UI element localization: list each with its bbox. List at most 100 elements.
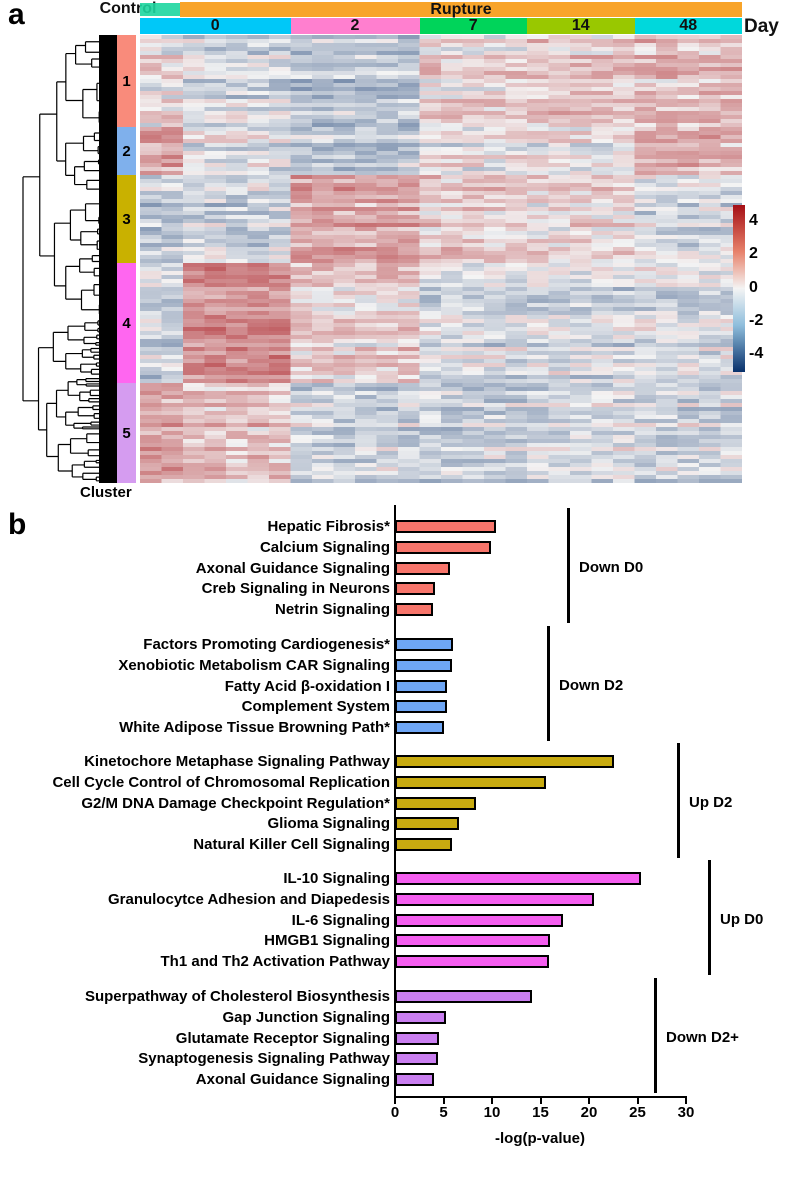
heatmap-cell bbox=[355, 203, 377, 208]
heatmap-cell bbox=[720, 175, 742, 180]
heatmap-cell bbox=[570, 411, 592, 416]
heatmap-cell bbox=[484, 359, 506, 364]
heatmap-cell bbox=[634, 423, 657, 428]
heatmap-cell bbox=[570, 467, 592, 472]
heatmap-cell bbox=[484, 463, 506, 468]
heatmap-cell bbox=[376, 195, 399, 200]
heatmap-cell bbox=[656, 303, 678, 308]
heatmap-cell bbox=[656, 231, 678, 236]
heatmap-cell bbox=[699, 167, 721, 172]
heatmap-cell bbox=[656, 47, 678, 52]
heatmap-cell bbox=[613, 147, 635, 152]
heatmap-cell bbox=[656, 67, 678, 72]
heatmap-cell bbox=[548, 207, 571, 212]
heatmap-cell bbox=[333, 67, 356, 72]
heatmap-cell bbox=[505, 407, 528, 412]
heatmap-cell bbox=[613, 191, 635, 196]
heatmap-cell bbox=[140, 423, 162, 428]
heatmap-cell bbox=[247, 119, 270, 124]
heatmap-cell bbox=[677, 283, 700, 288]
heatmap-cell bbox=[699, 475, 721, 480]
heatmap-cell bbox=[441, 335, 463, 340]
heatmap-cell bbox=[720, 355, 742, 360]
heatmap-cell bbox=[312, 291, 334, 296]
heatmap-cell bbox=[333, 271, 356, 276]
heatmap-cell bbox=[140, 471, 162, 476]
heatmap-cell bbox=[161, 207, 184, 212]
heatmap-cell bbox=[699, 411, 721, 416]
heatmap-cell bbox=[591, 223, 614, 228]
heatmap-cell bbox=[161, 379, 184, 384]
heatmap-cell bbox=[183, 59, 205, 64]
heatmap-cell bbox=[505, 71, 528, 76]
heatmap-cell bbox=[398, 291, 420, 296]
heatmap-cell bbox=[355, 415, 377, 420]
heatmap-cell bbox=[312, 67, 334, 72]
heatmap-cell bbox=[355, 471, 377, 476]
heatmap-cell bbox=[677, 95, 700, 100]
heatmap-cell bbox=[505, 147, 528, 152]
heatmap-cell bbox=[376, 355, 399, 360]
heatmap-cell bbox=[247, 339, 270, 344]
heatmap-cell bbox=[677, 71, 700, 76]
heatmap-cell bbox=[570, 91, 592, 96]
heatmap-cell bbox=[484, 219, 506, 224]
heatmap-cell bbox=[634, 347, 657, 352]
heatmap-cell bbox=[441, 67, 463, 72]
heatmap-cell bbox=[140, 443, 162, 448]
heatmap-cell bbox=[462, 227, 485, 232]
heatmap-cell bbox=[376, 39, 399, 44]
heatmap-cell bbox=[140, 355, 162, 360]
heatmap-cell bbox=[183, 367, 205, 372]
heatmap-cell bbox=[527, 287, 549, 292]
heatmap-cell bbox=[226, 439, 248, 444]
heatmap-cell bbox=[312, 147, 334, 152]
heatmap-cell bbox=[720, 199, 742, 204]
heatmap-cell bbox=[269, 459, 291, 464]
heatmap-cell bbox=[140, 303, 162, 308]
heatmap-cell bbox=[441, 51, 463, 56]
heatmap-cell bbox=[161, 359, 184, 364]
bar bbox=[395, 934, 551, 948]
heatmap-cell bbox=[204, 331, 227, 336]
bar bbox=[395, 838, 453, 852]
heatmap-cell bbox=[140, 419, 162, 424]
heatmap-cell bbox=[376, 111, 399, 116]
heatmap-cell bbox=[161, 43, 184, 48]
heatmap-cell bbox=[634, 247, 657, 252]
heatmap-cell bbox=[204, 303, 227, 308]
heatmap-cell bbox=[720, 435, 742, 440]
heatmap-cell bbox=[634, 71, 657, 76]
heatmap-cell bbox=[355, 359, 377, 364]
heatmap-cell bbox=[269, 231, 291, 236]
heatmap-cell bbox=[398, 231, 420, 236]
heatmap-cell bbox=[183, 135, 205, 140]
heatmap-cell bbox=[613, 163, 635, 168]
heatmap-cell bbox=[656, 383, 678, 388]
heatmap-cell bbox=[398, 383, 420, 388]
heatmap-cell bbox=[183, 171, 205, 176]
heatmap-cell bbox=[290, 459, 313, 464]
heatmap-cell bbox=[613, 87, 635, 92]
heatmap-cell bbox=[312, 267, 334, 272]
heatmap-cell bbox=[355, 59, 377, 64]
heatmap-cell bbox=[527, 115, 549, 120]
heatmap-cell bbox=[634, 51, 657, 56]
heatmap-cell bbox=[677, 171, 700, 176]
heatmap-cell bbox=[204, 111, 227, 116]
heatmap-cell bbox=[355, 315, 377, 320]
heatmap-cell bbox=[591, 43, 614, 48]
heatmap-cell bbox=[505, 311, 528, 316]
heatmap-cell bbox=[161, 423, 184, 428]
heatmap-cell bbox=[462, 47, 485, 52]
heatmap-cell bbox=[484, 135, 506, 140]
heatmap-cell bbox=[656, 319, 678, 324]
heatmap-cell bbox=[183, 471, 205, 476]
heatmap-cell bbox=[677, 47, 700, 52]
heatmap-cell bbox=[462, 311, 485, 316]
heatmap-cell bbox=[419, 99, 442, 104]
heatmap-cell bbox=[204, 119, 227, 124]
heatmap-cell bbox=[527, 255, 549, 260]
heatmap-cell bbox=[484, 315, 506, 320]
heatmap-cell bbox=[140, 55, 162, 60]
